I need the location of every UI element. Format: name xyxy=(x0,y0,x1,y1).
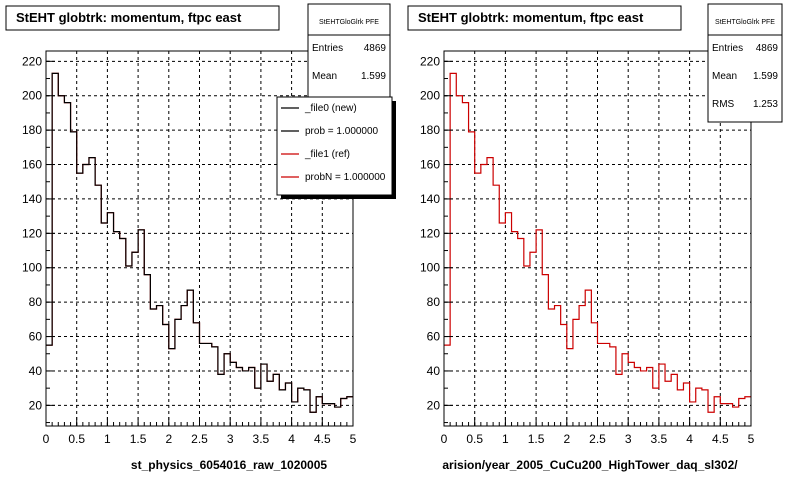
x-tick-label: 5 xyxy=(748,432,755,446)
x-tick-label: 0 xyxy=(441,432,448,446)
y-tick-label: 100 xyxy=(420,261,440,275)
y-tick-label: 60 xyxy=(427,330,441,344)
x-tick-label: 3.5 xyxy=(651,432,668,446)
x-tick-label: 4 xyxy=(686,432,693,446)
y-tick-label: 220 xyxy=(420,54,440,68)
stats-value: 1.253 xyxy=(753,99,778,110)
y-tick-label: 40 xyxy=(427,364,441,378)
y-tick-label: 180 xyxy=(420,123,440,137)
stats-value: 4869 xyxy=(756,43,779,54)
x-tick-label: 0.5 xyxy=(68,432,85,446)
y-tick-label: 60 xyxy=(29,330,43,344)
stats-label: Entries xyxy=(312,43,343,54)
stats-label: Mean xyxy=(312,71,337,82)
legend-entry: prob = 1.000000 xyxy=(305,126,379,137)
histogram-panel-1: 0 0.5 1 1.5 2 2.5 3 3.5 4 4.5 5 20 40 60 80 100 120 140 16… xyxy=(5,3,396,472)
y-tick-label: 100 xyxy=(22,261,42,275)
x-tick-label: 1 xyxy=(104,432,111,446)
x-tick-label: 0.5 xyxy=(466,432,483,446)
chart-title: StEHT globtrk: momentum, ftpc east xyxy=(16,10,242,25)
x-axis-label: st_physics_6054016_raw_1020005 xyxy=(131,458,327,472)
legend: _file0 (new) prob = 1.000000 _file1 (ref) p… xyxy=(276,96,396,199)
x-tick-label: 4.5 xyxy=(314,432,331,446)
y-tick-label: 120 xyxy=(22,226,42,240)
x-tick-label: 2 xyxy=(563,432,570,446)
x-tick-label: 2 xyxy=(165,432,172,446)
y-tick-label: 180 xyxy=(22,123,42,137)
x-tick-label: 4.5 xyxy=(712,432,729,446)
stats-value: 1.599 xyxy=(753,71,778,82)
stats-label: Entries xyxy=(712,43,743,54)
stats-title: StEHTGloGlrk PFE xyxy=(715,19,775,26)
y-tick-label: 20 xyxy=(29,398,43,412)
chart-title: StEHT globtrk: momentum, ftpc east xyxy=(418,10,644,25)
x-tick-label: 3.5 xyxy=(253,432,270,446)
y-tick-label: 20 xyxy=(427,398,441,412)
x-axis-label: arision/year_2005_CuCu200_HighTower_daq_… xyxy=(442,458,738,472)
y-tick-label: 220 xyxy=(22,54,42,68)
y-tick-label: 140 xyxy=(22,192,42,206)
x-tick-label: 3 xyxy=(227,432,234,446)
legend-entry: _file1 (ref) xyxy=(304,149,350,160)
stats-label: Mean xyxy=(712,71,737,82)
title-box xyxy=(407,5,682,31)
x-tick-label: 0 xyxy=(43,432,50,446)
x-tick-label: 2.5 xyxy=(191,432,208,446)
x-tick-label: 4 xyxy=(288,432,295,446)
stats-value: 1.599 xyxy=(361,71,386,82)
stats-box xyxy=(707,3,783,123)
histogram-series-2 xyxy=(46,72,353,413)
x-tick-label: 1 xyxy=(502,432,509,446)
x-tick-label: 2.5 xyxy=(589,432,606,446)
stats-box xyxy=(307,3,391,98)
stats-title: StEHTGloGlrk PFE xyxy=(319,19,379,26)
y-tick-label: 200 xyxy=(420,89,440,103)
legend-box xyxy=(276,96,393,196)
y-tick-label: 80 xyxy=(427,295,441,309)
title-box xyxy=(5,5,280,31)
y-tick-label: 80 xyxy=(29,295,43,309)
x-tick-label: 1.5 xyxy=(528,432,545,446)
legend-entry: _file0 (new) xyxy=(304,103,357,114)
y-tick-label: 120 xyxy=(420,226,440,240)
histogram-panel-2: 0 0.5 1 1.5 2 2.5 3 3.5 4 4.5 5 20 40 60 80 100 120 140 16… xyxy=(407,3,783,472)
stats-value: 4869 xyxy=(364,43,387,54)
y-tick-label: 40 xyxy=(29,364,43,378)
legend-entry: probN = 1.000000 xyxy=(305,172,386,183)
x-tick-label: 1.5 xyxy=(130,432,147,446)
x-tick-label: 3 xyxy=(625,432,632,446)
y-tick-label: 160 xyxy=(420,158,440,172)
y-tick-label: 160 xyxy=(22,158,42,172)
stats-label: RMS xyxy=(712,99,735,110)
histogram-series-1 xyxy=(444,72,751,413)
y-tick-label: 200 xyxy=(22,89,42,103)
x-tick-label: 5 xyxy=(350,432,357,446)
y-tick-label: 140 xyxy=(420,192,440,206)
